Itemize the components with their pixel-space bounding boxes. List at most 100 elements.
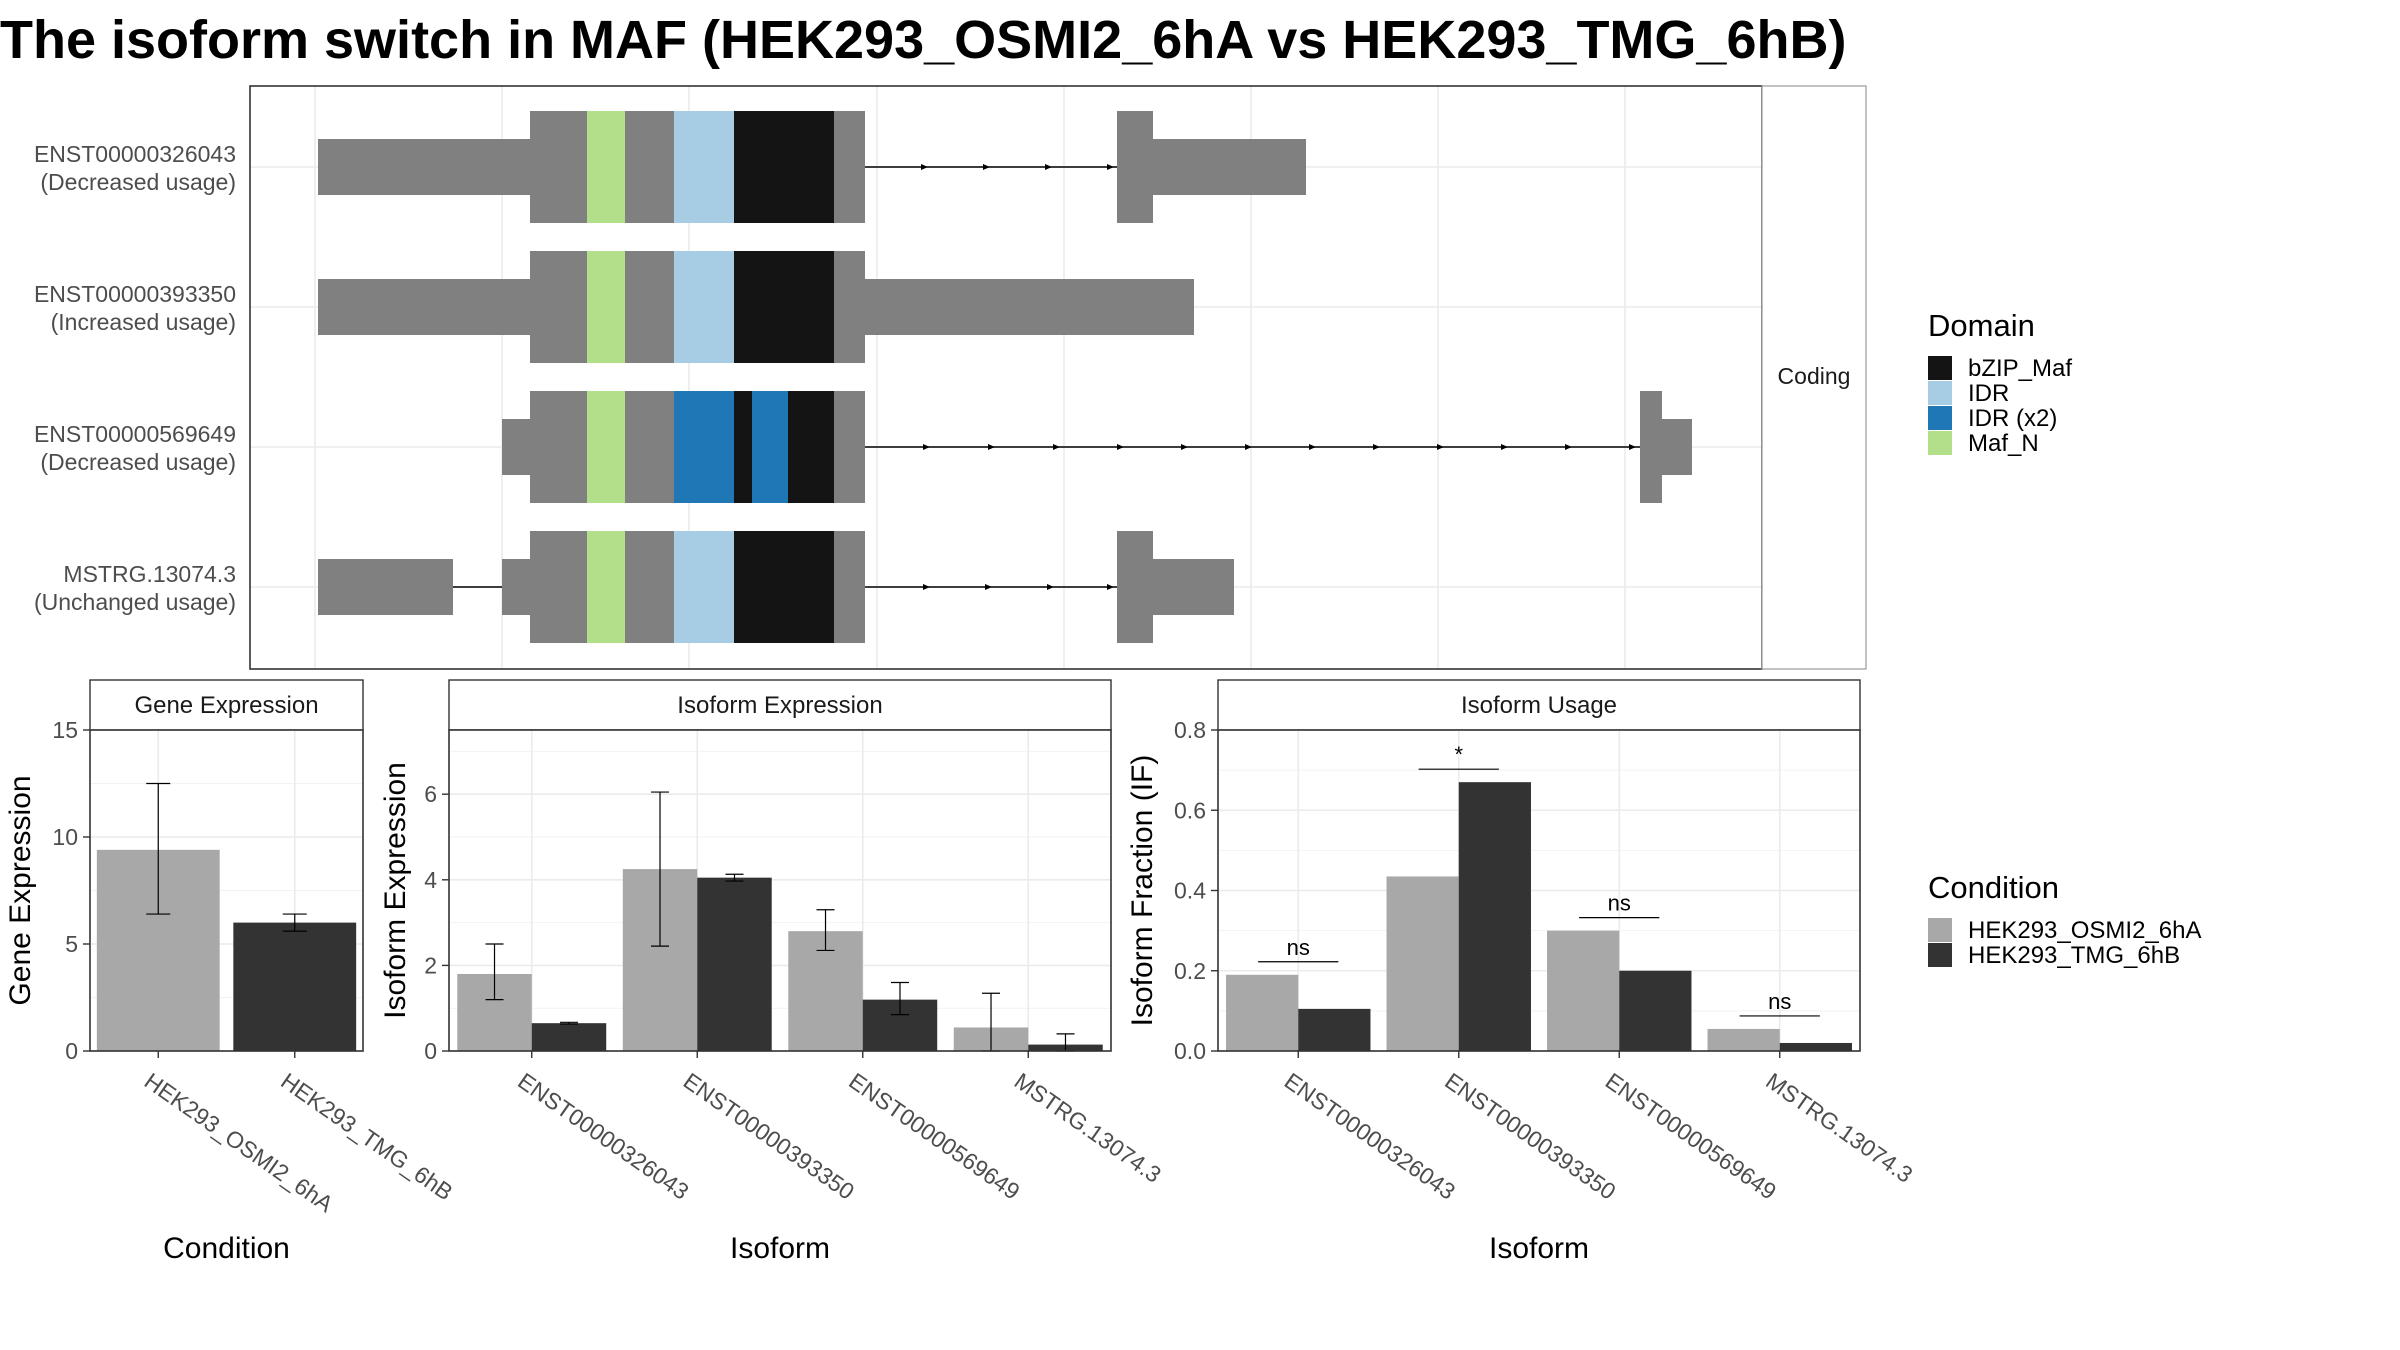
legend-key [1928,356,1952,380]
panel-strip-title: Isoform Usage [1461,692,1617,719]
y-axis-title: Isoform Expression [379,762,412,1019]
coding-strip-label: Coding [1778,363,1851,389]
utr-exon [1153,139,1306,195]
protein-domain [587,391,625,503]
y-tick-label: 10 [52,824,78,850]
legend-label: HEK293_OSMI2_6hA [1968,917,2201,944]
coding-exon [1640,391,1662,503]
bar [1458,782,1531,1051]
intron-arrow [1245,444,1252,450]
intron-arrow [983,164,990,170]
y-tick-label: 2 [424,952,437,978]
intron-arrow [923,444,930,450]
y-tick-label: 0.2 [1174,958,1206,984]
transcript-usage-label: (Increased usage) [51,309,236,335]
intron-arrow [1437,444,1444,450]
transcript-structure-panel: ENST00000326043(Decreased usage)ENST0000… [34,85,1867,670]
intron-arrow [1309,444,1316,450]
coding-strip [1761,85,1867,670]
legend-key [1928,918,1952,942]
transcript-usage-label: (Decreased usage) [40,169,236,195]
y-tick-label: 6 [424,781,437,807]
y-tick-label: 5 [65,931,78,957]
protein-domain [734,391,752,503]
transcript-usage-label: (Decreased usage) [40,449,236,475]
protein-domain [734,531,834,643]
transcript-id-label: MSTRG.13074.3 [63,561,236,587]
protein-domain [587,111,625,223]
intron-arrow [1107,164,1114,170]
transcript-track [318,251,1194,363]
transcript-id-label: ENST00000569649 [34,421,236,447]
utr-exon [865,279,1194,335]
bar [1779,1042,1852,1051]
intron-arrow [1107,584,1114,590]
protein-domain [752,391,788,503]
y-tick-label: 0.0 [1174,1038,1206,1064]
panel-bg [449,730,1111,1051]
legend-label: IDR [1968,380,2009,407]
panel-strip-title: Gene Expression [134,692,318,719]
panel-strip [448,679,1112,731]
bar [233,922,357,1051]
y-axis-title: Gene Expression [4,775,37,1005]
coding-exon [1117,111,1153,223]
bar [1707,1028,1780,1051]
bar [788,931,863,1051]
utr-exon [502,559,530,615]
coding-exon [1117,531,1153,643]
panel-border [89,729,364,1052]
transcript-track [318,111,1306,223]
protein-domain [674,111,734,223]
x-axis-title: Isoform [730,1232,830,1265]
intron-arrow [923,584,930,590]
intron-arrow [921,164,928,170]
protein-domain [734,251,834,363]
intron-arrow [985,584,992,590]
significance-label: ns [1768,989,1791,1014]
protein-domain [674,391,734,503]
intron-arrow [1117,444,1124,450]
utr-exon [1662,419,1692,475]
panel-border [448,729,1112,1052]
bar [1226,974,1299,1051]
intron-arrow [1501,444,1508,450]
y-axis-title: Isoform Fraction (IF) [1126,755,1159,1027]
legend-key [1928,943,1952,967]
intron-arrow [1181,444,1188,450]
bar [531,1023,607,1051]
utr-exon [1153,559,1234,615]
intron-arrow [1629,444,1636,450]
significance-label: ns [1287,935,1310,960]
bar [697,877,772,1051]
transcript-id-label: ENST00000326043 [34,141,236,167]
transcript-usage-label: (Unchanged usage) [34,589,236,615]
transcript-id-label: ENST00000393350 [34,281,236,307]
significance-label: * [1454,742,1463,767]
utr-exon [318,139,530,195]
significance-label: ns [1608,891,1631,916]
legend-label: IDR (x2) [1968,405,2057,432]
legend-label: bZIP_Maf [1968,355,2072,382]
bar [1386,876,1459,1051]
intron-arrow [1053,444,1060,450]
protein-domain [788,391,834,503]
legend-key [1928,381,1952,405]
intron-arrow [988,444,995,450]
y-tick-label: 0.4 [1174,878,1206,904]
panel-strip-title: Isoform Expression [677,692,882,719]
y-tick-label: 0.6 [1174,797,1206,823]
y-tick-label: 15 [52,717,78,743]
transcript-track [318,531,1234,643]
protein-domain [674,531,734,643]
utr-exon [318,279,530,335]
bar [1298,1008,1371,1051]
panel-strip [89,679,364,731]
protein-domain [674,251,734,363]
protein-domain [734,111,834,223]
legend-key [1928,431,1952,455]
legend-title: Condition [1928,870,2059,905]
y-tick-label: 4 [424,867,437,893]
legend-label: Maf_N [1968,430,2039,457]
